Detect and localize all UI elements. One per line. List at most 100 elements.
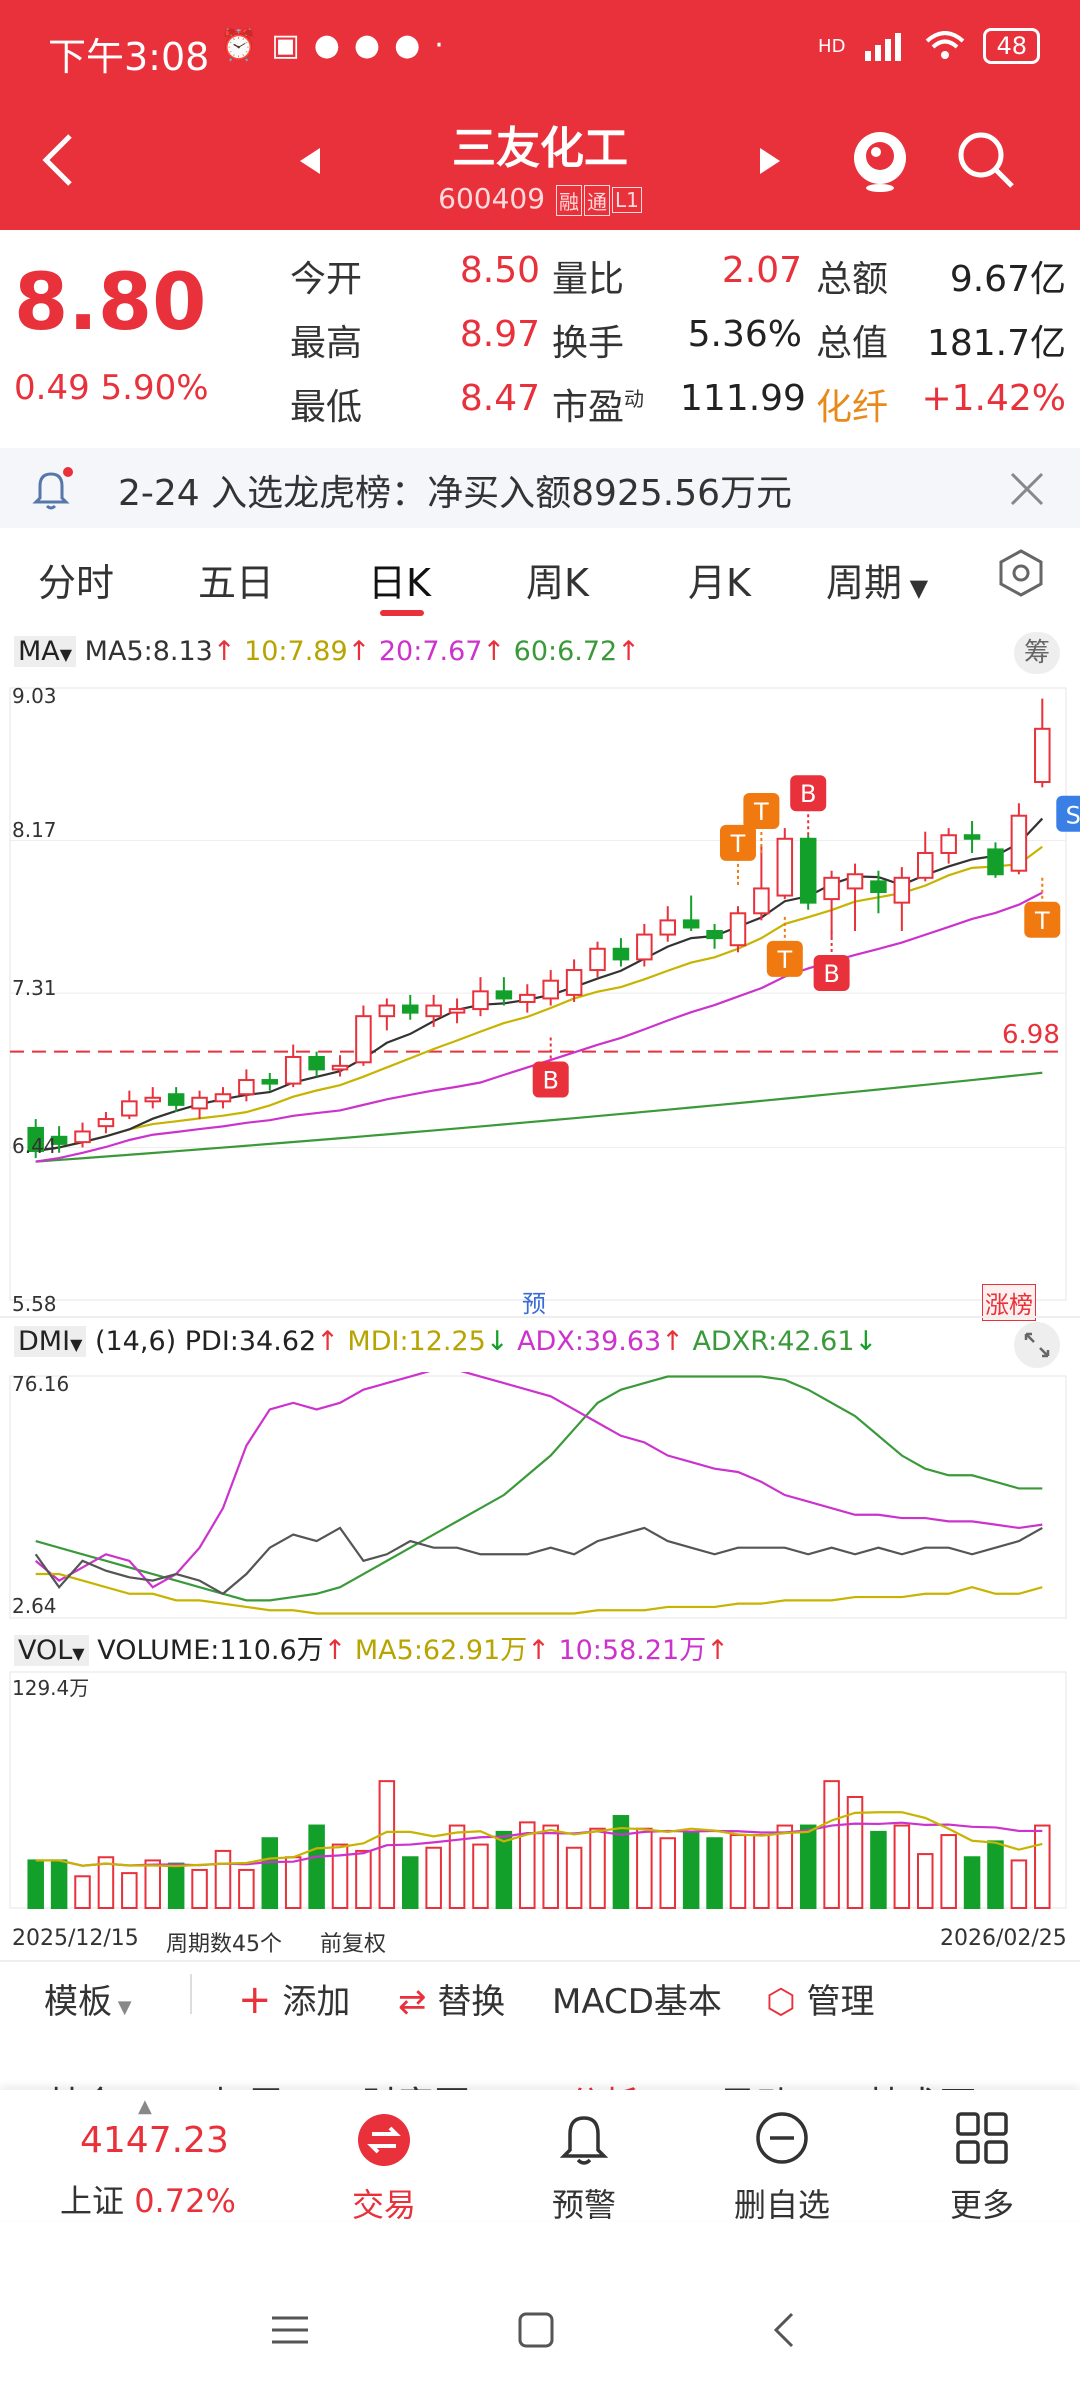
ma-selector[interactable]: MA▼ [14, 636, 77, 667]
info-tab-scan[interactable]: 扫雷 [212, 2076, 284, 2090]
volume-bar [331, 1843, 349, 1909]
remove-watchlist-icon[interactable] [754, 2110, 810, 2166]
system-back-icon[interactable] [768, 2308, 798, 2352]
expand-icon[interactable] [1012, 1320, 1062, 1370]
sector-name[interactable]: 化纤 [816, 387, 889, 428]
dmi-axis-min: 2.64 [12, 1594, 57, 1618]
volume-bar [870, 1830, 887, 1909]
volume-bar [565, 1846, 583, 1909]
status-time: 下午3:08 [48, 35, 210, 79]
volume-chart[interactable] [0, 1668, 1080, 1924]
nav-remove-watchlist[interactable]: 删自选 [733, 2186, 830, 2224]
nav-trade[interactable]: 交易 [351, 2186, 416, 2224]
divider [190, 1974, 192, 2014]
index-name: 上证 [60, 2182, 125, 2220]
caret-down-icon: ▼ [70, 1335, 83, 1354]
candle-body [916, 851, 934, 879]
sell-marker: S [1066, 802, 1080, 830]
home-icon[interactable] [516, 2310, 556, 2350]
candle-body [50, 1135, 68, 1145]
candle-body [870, 880, 887, 893]
volume-bar [167, 1862, 185, 1910]
macd-basic-button[interactable]: MACD基本 [552, 1982, 722, 2022]
volume-bar [776, 1824, 794, 1910]
info-tab-technical[interactable]: 技术面 [868, 2076, 976, 2090]
candle-body [331, 1064, 349, 1071]
info-tab-ai[interactable]: AI分析 [532, 2076, 639, 2090]
label-turnover: 总额 [816, 259, 889, 300]
signal-icon: HD [818, 35, 846, 57]
value-turnover: 9.67亿 [949, 259, 1066, 300]
pe-label-text: 市盈 [552, 387, 625, 428]
ma20-value: 20:7.67 [378, 636, 483, 667]
next-stock-icon[interactable] [758, 146, 782, 176]
candle-body [495, 990, 513, 1000]
menu-icon[interactable] [268, 2310, 312, 2350]
candle-body [589, 947, 606, 972]
status-right: HD 48 [818, 28, 1040, 64]
tab-period[interactable]: 周期 ▼ [826, 552, 928, 607]
value-volume-ratio: 2.07 [721, 250, 802, 291]
sector-change[interactable]: +1.42% [921, 378, 1066, 419]
tab-daily-k[interactable]: 日K [368, 561, 431, 605]
volume-bar [916, 1853, 934, 1909]
tab-weekly-k[interactable]: 周K [526, 561, 589, 605]
limit-up-list-marker[interactable]: 涨榜 [982, 1284, 1036, 1321]
candle-body [74, 1130, 91, 1144]
notice-bar[interactable]: 2-24 入选龙虎榜：净买入额8925.56万元 [0, 448, 1080, 528]
tab-monthly-k[interactable]: 月K [688, 561, 751, 605]
up-arrow-icon: ↑ [316, 1326, 339, 1357]
caret-down-icon: ▼ [72, 1644, 85, 1663]
candle-body [121, 1100, 138, 1117]
index-value[interactable]: 4147.23 [80, 2120, 229, 2161]
more-grid-icon[interactable] [954, 2110, 1010, 2166]
volume-bar [495, 1830, 513, 1909]
template-label: 模板 [44, 1982, 112, 2022]
volume-bar [448, 1824, 466, 1910]
ma5-line [35, 817, 1044, 1153]
period-count: 周期数45个 [166, 1932, 282, 1957]
close-icon[interactable] [1008, 470, 1046, 508]
dmi-selector[interactable]: DMI▼ [14, 1326, 87, 1357]
info-tab-wealth[interactable]: 财富圈 [362, 2076, 470, 2090]
back-icon[interactable] [38, 130, 78, 190]
ma10-value: 10:7.89 [244, 636, 348, 667]
replace-indicator-button[interactable]: ⇄ 替换 [398, 1974, 505, 2023]
sell-marker-badge [1056, 795, 1080, 832]
manage-button[interactable]: ⬡ 管理 [766, 1974, 875, 2023]
adjust-mode[interactable]: 前复权 [320, 1932, 387, 1957]
chip-distribution-button[interactable]: 筹 [1014, 632, 1060, 674]
nav-alert[interactable]: 预警 [551, 2186, 616, 2224]
prev-stock-icon[interactable] [298, 146, 322, 176]
vol-ma10-line [35, 1821, 1043, 1867]
volume-bar [706, 1837, 723, 1910]
tab-five-day[interactable]: 五日 [198, 561, 275, 605]
dmi-params: (14,6) [94, 1326, 177, 1357]
add-indicator-button[interactable]: + 添加 [238, 1974, 350, 2023]
price-axis-max: 9.03 [12, 684, 57, 708]
nav-more[interactable]: 更多 [949, 2186, 1014, 2224]
settings-hexagon-icon[interactable] [996, 548, 1046, 598]
add-label: 添加 [282, 1982, 351, 2022]
candle-body [261, 1079, 279, 1085]
search-icon[interactable] [954, 128, 1018, 192]
index-line[interactable]: 上证 0.72% [60, 2176, 236, 2222]
up-arrow-icon: ↑ [323, 1635, 347, 1666]
forecast-marker[interactable]: 预 [522, 1290, 546, 1318]
template-button[interactable]: 模板 ▼ [44, 1974, 132, 2023]
alert-bell-icon[interactable] [556, 2110, 612, 2170]
trade-t-marker-badge [743, 792, 780, 829]
vol-selector[interactable]: VOL▼ [14, 1635, 89, 1666]
buy-marker: B [800, 780, 816, 808]
dmi-chart[interactable] [0, 1372, 1080, 1622]
volume-bar [27, 1859, 44, 1910]
volume-bar [97, 1856, 115, 1909]
info-tab-movement[interactable]: 异动 [720, 2076, 792, 2090]
pdi-line [34, 1526, 1043, 1596]
trade-icon[interactable] [356, 2112, 412, 2168]
tab-intraday[interactable]: 分时 [38, 561, 115, 605]
info-tab-fund[interactable]: 基金 [46, 2076, 118, 2090]
candle-body [519, 993, 536, 1003]
assistant-mascot-icon[interactable] [848, 124, 912, 194]
